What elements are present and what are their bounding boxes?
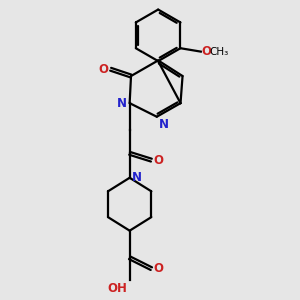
Text: O: O <box>153 262 164 275</box>
Text: O: O <box>201 45 211 58</box>
Text: N: N <box>117 97 127 110</box>
Text: OH: OH <box>108 281 127 295</box>
Text: N: N <box>159 118 169 131</box>
Text: N: N <box>132 171 142 184</box>
Text: CH₃: CH₃ <box>209 46 228 57</box>
Text: O: O <box>153 154 164 166</box>
Text: O: O <box>99 63 109 76</box>
